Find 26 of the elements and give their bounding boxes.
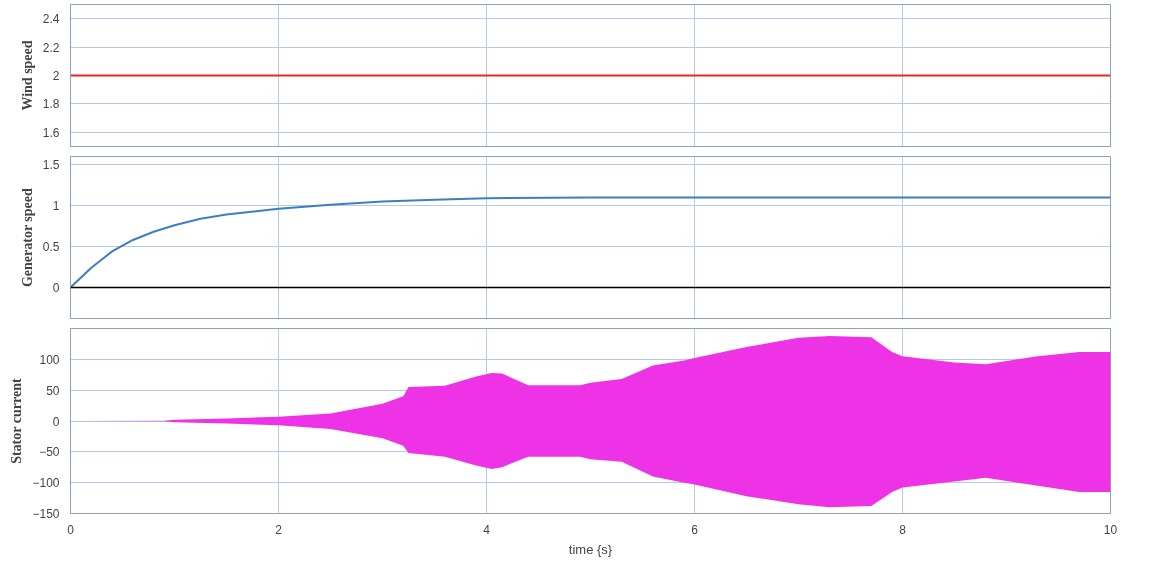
line-series [70, 196, 1111, 289]
y-axis-title: Generator speed [19, 187, 35, 288]
y-tick-label: 2 [52, 69, 60, 83]
x-axis-title: time {s} [568, 541, 613, 557]
y-tick-label: −50 [39, 445, 60, 460]
y-tick-label: 50 [46, 383, 60, 398]
x-tick-label: 4 [483, 522, 491, 537]
y-tick-label: 0.5 [42, 240, 60, 254]
y-tick-label: 2.2 [42, 40, 60, 55]
y-tick-label: 1 [52, 199, 60, 214]
x-tick-label: 8 [899, 522, 907, 537]
y-tick-label: −150 [32, 507, 60, 521]
y-axis-title: Wind speed [19, 40, 35, 111]
x-tick-label: 10 [1103, 522, 1118, 537]
x-tick-label: 6 [691, 522, 699, 537]
y-axis-title: Stator current [9, 378, 25, 464]
y-tick-label: −100 [32, 476, 60, 491]
y-tick-label: 1.6 [42, 125, 60, 140]
y-tick-label: 1.5 [42, 158, 60, 173]
y-tick-label: 100 [39, 352, 60, 367]
y-tick-label: 2.4 [42, 12, 60, 27]
y-tick-label: 0 [52, 414, 60, 429]
y-tick-label: 1.8 [42, 97, 60, 112]
x-tick-label: 0 [67, 522, 75, 537]
y-tick-label: 0 [52, 280, 60, 295]
x-tick-label: 2 [275, 522, 283, 537]
